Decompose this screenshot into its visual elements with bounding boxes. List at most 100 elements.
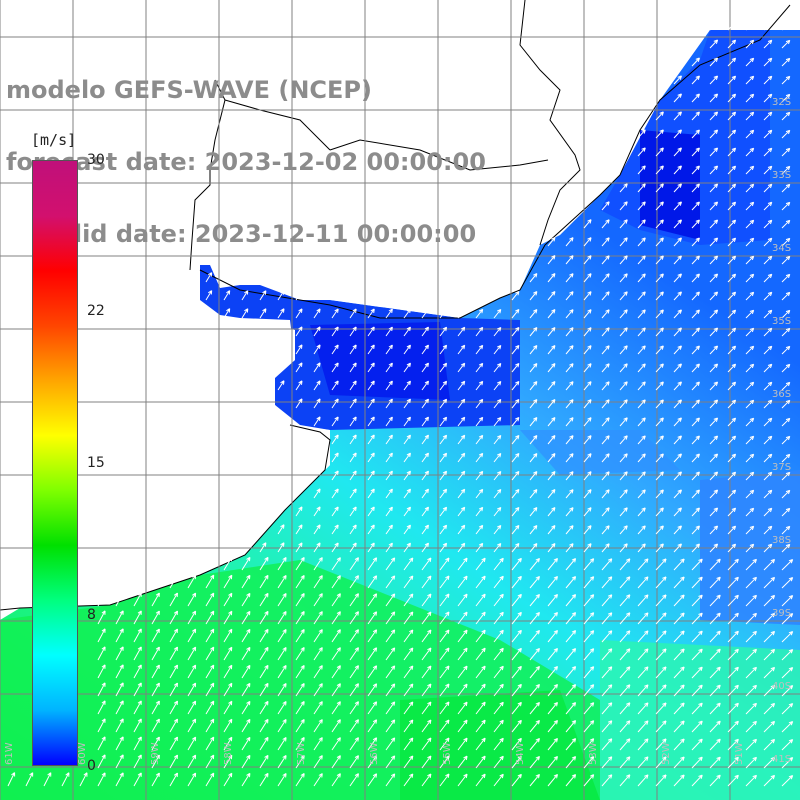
wind-arrow [367,542,375,553]
wind-arrow [547,363,556,373]
wind-arrow [709,525,719,535]
wind-arrow [583,453,592,463]
wind-arrow [763,612,776,625]
wind-arrow [115,718,124,733]
colorbar-tick-30: 30 [87,152,105,168]
wind-arrow [763,309,773,319]
wind-arrow [169,574,178,589]
wind-arrow [565,417,574,427]
wind-arrow [223,754,233,769]
wind-arrow [187,700,197,715]
wind-arrow [349,737,359,751]
wind-arrow [709,327,719,337]
wind-arrow [745,201,755,211]
wind-arrow [763,381,773,391]
lon-label: 56W [369,742,380,765]
wind-arrow [547,665,558,679]
wind-arrow [493,683,504,697]
wind-arrow [529,719,540,733]
wind-arrow [691,543,700,553]
wind-arrow [403,575,414,589]
wind-arrow [241,754,251,769]
wind-arrow [367,398,375,409]
wind-arrow [403,524,411,535]
wind-arrow [565,363,574,373]
wind-arrow [565,684,577,697]
wind-arrow [781,543,791,553]
wind-arrow [655,702,667,715]
wind-arrow [421,593,432,607]
wind-arrow [763,111,773,121]
wind-arrow [313,701,323,715]
wind-arrow [385,575,396,589]
wind-arrow [655,594,667,607]
wind-arrow [619,507,628,517]
wind-arrow [619,720,631,733]
wind-arrow [547,435,556,445]
wind-arrow [403,344,411,355]
wind-arrow [529,773,540,787]
wind-arrow [241,736,251,751]
wind-arrow [709,93,719,103]
wind-arrow [709,720,721,733]
wind-arrow [349,308,357,319]
wind-arrow [547,755,558,769]
wind-arrow [691,165,700,175]
wind-arrow [529,755,540,769]
wind-arrow [187,592,197,607]
wind-arrow [655,453,664,463]
wind-arrow [277,574,287,589]
wind-arrow [25,772,34,787]
wind-arrow [763,291,773,301]
wind-arrow [673,666,685,679]
wind-arrow [709,21,719,31]
wind-arrow [421,683,432,697]
wind-arrow [313,737,323,751]
wind-arrow [493,665,504,679]
wind-arrow [781,631,794,643]
wind-arrow [763,75,773,85]
wind-arrow [763,219,773,229]
wind-arrow [403,506,411,517]
wind-arrow [529,273,538,283]
wind-arrow [655,219,664,229]
wind-arrow [691,381,700,391]
wind-arrow [223,290,231,301]
wind-arrow [115,610,124,625]
wind-arrow [745,435,755,445]
wind-arrow [673,201,682,211]
wind-arrow [565,399,574,409]
wind-arrow [385,470,393,481]
wind-arrow [601,525,610,535]
wind-arrow [709,684,721,697]
wind-arrow [331,683,341,697]
wind-arrow [187,754,197,769]
wind-arrow [511,434,520,445]
wind-arrow [205,646,215,661]
wind-arrow [331,398,339,409]
wind-arrow [763,684,776,697]
wind-arrow [745,558,757,571]
wind-arrow [637,165,646,175]
wind-arrow [295,398,303,409]
wind-arrow [745,165,755,175]
wind-arrow [439,737,450,751]
wind-arrow [637,738,649,751]
wind-arrow [727,774,739,787]
wind-arrow [637,471,646,481]
wind-arrow [439,434,448,445]
colorbar-tick-0: 0 [87,758,96,774]
wind-arrow [709,57,719,67]
wind-arrow [691,684,703,697]
wind-arrow [151,772,160,787]
wind-arrow [385,611,396,625]
wind-arrow [709,111,719,121]
wind-arrow [781,757,794,769]
wind-arrow [367,344,375,355]
wind-arrow [601,363,610,373]
wind-arrow [637,507,646,517]
wind-arrow [547,629,558,643]
wind-arrow [97,718,106,733]
wind-arrow [637,630,649,643]
